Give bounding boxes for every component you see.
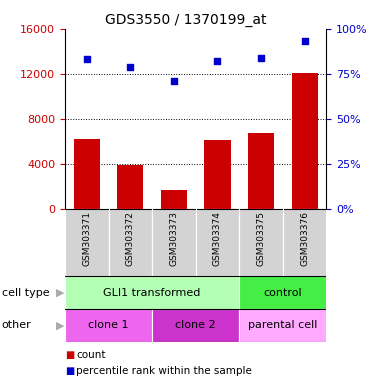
Bar [239,276,326,309]
Text: ▶: ▶ [56,320,65,331]
Text: other: other [2,320,32,331]
Bar [196,209,239,276]
Text: GSM303372: GSM303372 [126,211,135,266]
Bar [239,209,283,276]
Bar [152,209,196,276]
Text: GSM303373: GSM303373 [170,211,178,266]
Bar [161,190,187,209]
Point [302,38,308,45]
Bar [117,165,143,209]
Bar [204,141,231,209]
Bar [239,309,326,342]
Text: GSM303375: GSM303375 [257,211,266,266]
Text: GSM303374: GSM303374 [213,211,222,266]
Point [258,55,264,61]
Point [171,78,177,84]
Text: control: control [263,288,302,298]
Text: parental cell: parental cell [248,320,318,331]
Bar [248,132,274,209]
Point [214,58,220,65]
Text: cell type: cell type [2,288,49,298]
Text: GSM303371: GSM303371 [82,211,91,266]
Point [84,56,90,63]
Text: ■: ■ [65,366,74,376]
Bar [283,209,326,276]
Text: ■: ■ [65,350,74,360]
Bar [109,209,152,276]
Bar [73,139,100,209]
Bar [65,276,239,309]
Text: ▶: ▶ [56,288,65,298]
Text: count: count [76,350,106,360]
Bar [292,73,318,209]
Text: GSM303376: GSM303376 [300,211,309,266]
Text: clone 1: clone 1 [88,320,129,331]
Text: percentile rank within the sample: percentile rank within the sample [76,366,252,376]
Bar [65,309,152,342]
Bar [65,209,109,276]
Point [127,64,133,70]
Text: GDS3550 / 1370199_at: GDS3550 / 1370199_at [105,13,266,27]
Bar [152,309,239,342]
Text: clone 2: clone 2 [175,320,216,331]
Text: GLI1 transformed: GLI1 transformed [104,288,201,298]
